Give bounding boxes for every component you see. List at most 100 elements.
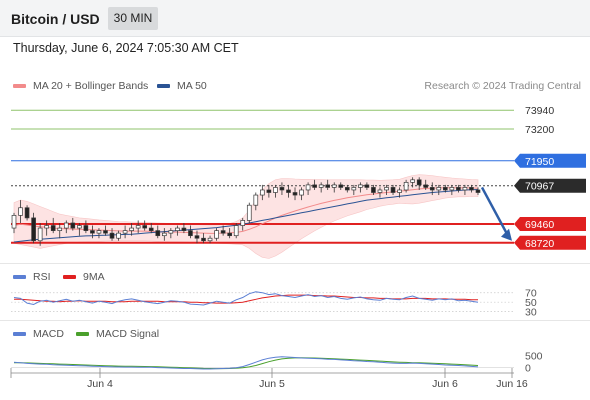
legend-swatch-ma20 (13, 84, 26, 89)
x-tick-label-0: Jun 4 (87, 378, 113, 390)
candle-body (50, 225, 56, 231)
level-label-70967: 70967 (525, 181, 554, 193)
candle-body (175, 227, 180, 231)
panel-divider-rsi (0, 263, 590, 264)
candle-body (181, 227, 187, 231)
level-tag-68720 (514, 235, 586, 250)
x-tick-label-2: Jun 6 (432, 378, 458, 390)
candle-body (266, 189, 272, 193)
candle-body (129, 227, 134, 231)
candle-body (449, 187, 455, 191)
candle-body (429, 187, 435, 191)
candle-body (103, 230, 108, 234)
level-label-68720: 68720 (525, 238, 554, 250)
level-label-73940: 73940 (525, 105, 554, 117)
rsi-9ma-line (14, 294, 478, 304)
candle-body (207, 237, 213, 242)
forecast-arrow-head (501, 228, 512, 241)
candle-body (11, 215, 17, 229)
candle-body (279, 187, 285, 191)
candle-body (377, 189, 383, 193)
legend-swatch-macd-signal (76, 332, 89, 337)
legend-rsi: RSI (13, 271, 51, 283)
candle-body (109, 232, 115, 239)
candle-body (344, 187, 350, 191)
candle-body (246, 204, 252, 221)
level-label-73200: 73200 (525, 124, 554, 136)
x-tick-label-3: Jun 16 (496, 378, 528, 390)
macd-tick-500: 500 (525, 351, 543, 363)
candle-body (456, 187, 461, 191)
candle-body (443, 187, 448, 191)
candle-body (122, 230, 128, 234)
candle-body (436, 187, 442, 191)
candle-body (371, 187, 376, 193)
candle-body (83, 225, 89, 231)
candle-body (44, 225, 49, 229)
candle-body (168, 230, 174, 234)
candle-body (233, 225, 239, 237)
candle-body (240, 220, 246, 226)
legend-label-macd: MACD (33, 328, 64, 340)
legend-label-ma20: MA 20 + Bollinger Bands (33, 80, 149, 92)
candle-body (24, 207, 30, 219)
candle-body (384, 187, 389, 191)
candle-body (364, 184, 370, 188)
candle-body (142, 225, 148, 229)
level-tag-70967 (514, 178, 586, 193)
timeframe-button[interactable]: 30 MIN (108, 7, 158, 30)
candle-body (77, 225, 82, 229)
candle-body (135, 225, 141, 229)
legend-ma50: MA 50 (157, 80, 207, 92)
candle-body (161, 232, 167, 237)
candle-body (37, 227, 43, 242)
candle-body (390, 187, 396, 193)
rsi-tick-30: 30 (525, 307, 537, 319)
candle-body (31, 217, 36, 242)
candle-body (312, 184, 317, 188)
x-tick-label-1: Jun 5 (259, 378, 285, 390)
legend-swatch-ma50 (157, 84, 170, 89)
candle-body (331, 184, 337, 188)
ma50-line (13, 189, 479, 243)
legend-label-9ma: 9MA (83, 271, 105, 283)
chart-timestamp: Thursday, June 6, 2024 7:05:30 AM CET (13, 41, 239, 55)
candle-body (214, 230, 219, 239)
legend-swatch-macd (13, 332, 26, 337)
instrument-title: Bitcoin / USD (11, 11, 100, 27)
candle-body (188, 230, 193, 237)
legend-swatch-rsi (13, 275, 26, 280)
candle-body (338, 184, 344, 188)
candle-body (403, 181, 409, 191)
candle-body (299, 189, 304, 196)
candle-body (194, 235, 200, 239)
panel-divider-macd (0, 320, 590, 321)
candle-body (201, 237, 206, 242)
legend-macd: MACD (13, 328, 64, 340)
candle-body (423, 184, 429, 188)
candle-body (96, 230, 102, 234)
candle-body (358, 184, 363, 188)
candle-body (253, 194, 259, 206)
research-credit: Research © 2024 Trading Central (424, 80, 581, 92)
macd-signal-line (14, 357, 479, 370)
candle-body (148, 227, 154, 231)
candle-body (227, 232, 232, 237)
legend-rsi-9ma: 9MA (63, 271, 105, 283)
candle-body (273, 187, 278, 193)
candle-body (220, 230, 226, 234)
macd-line (13, 356, 479, 370)
candle-body (462, 187, 468, 191)
candle-body (351, 187, 357, 191)
candle-body (475, 189, 481, 193)
legend-label-rsi: RSI (33, 271, 51, 283)
candle-body (292, 192, 298, 196)
candle-body (116, 232, 121, 239)
rsi-line (13, 291, 479, 306)
candle-body (57, 227, 63, 231)
candle-body (90, 230, 95, 234)
forecast-arrow-shaft (480, 186, 510, 237)
candle-body (305, 184, 311, 191)
candle-body (260, 189, 265, 196)
